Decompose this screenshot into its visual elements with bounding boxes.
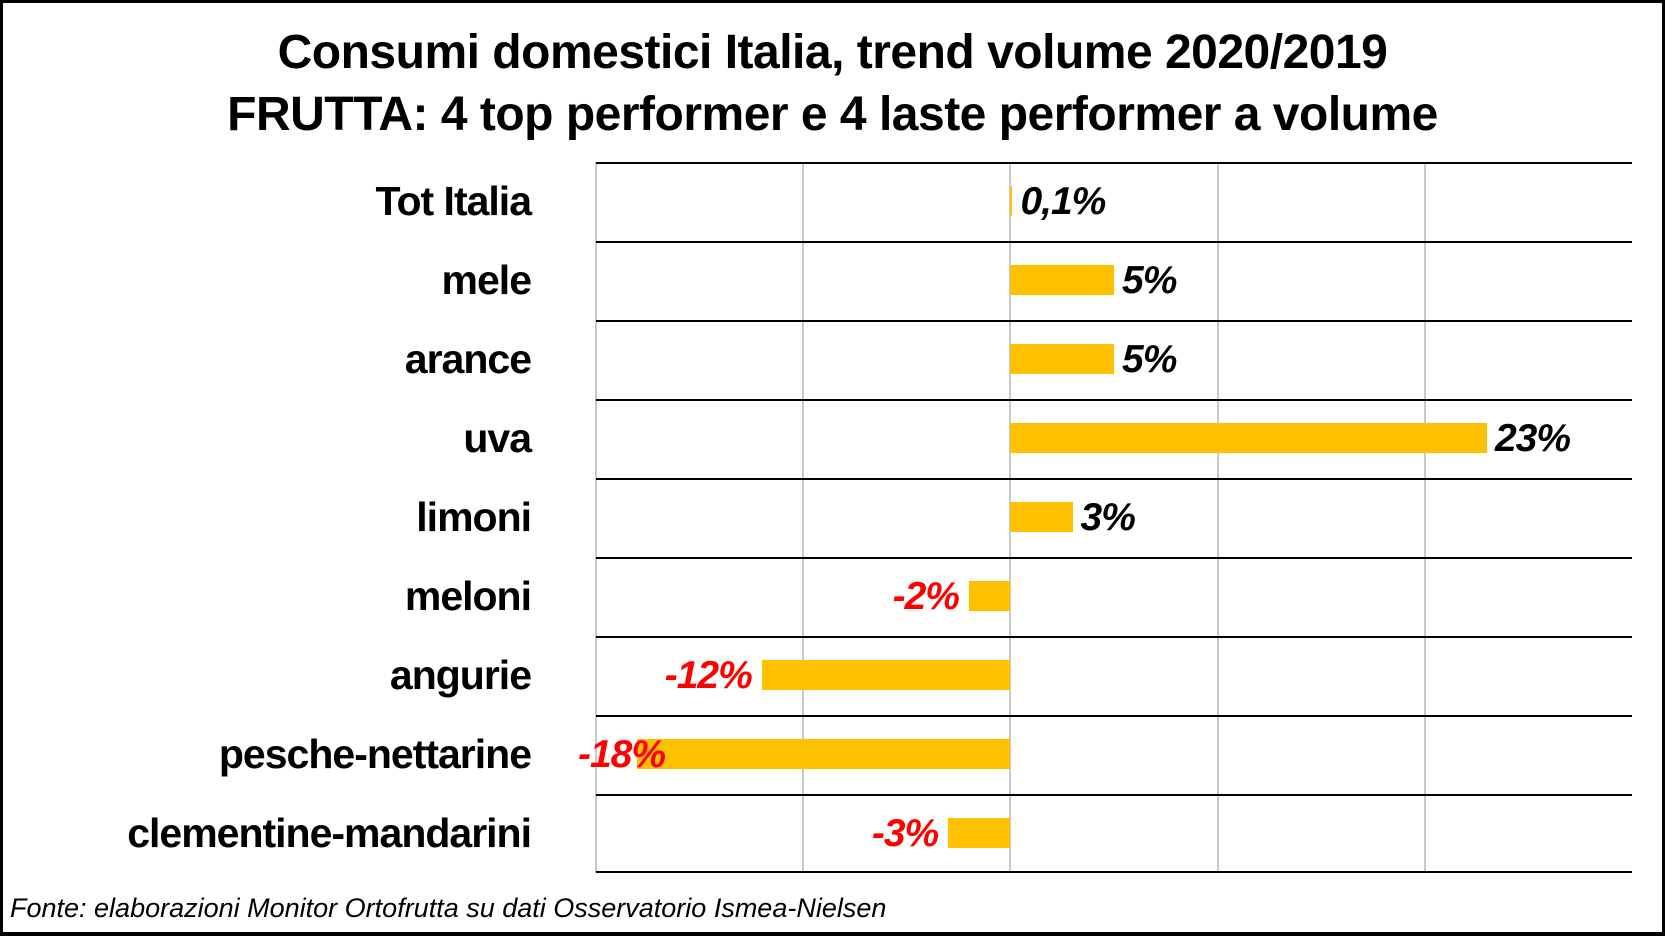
- bar: [1010, 423, 1487, 453]
- bar: [1010, 344, 1114, 374]
- chart-title-line-2: FRUTTA: 4 top performer e 4 laste perfor…: [227, 88, 1438, 141]
- plot-area: 0,1% 5% 5% 23% 3% -2% -12% -18% -3%: [578, 162, 1632, 873]
- row-divider: [596, 557, 1632, 559]
- gridline: [802, 162, 805, 873]
- category-label: mele: [441, 257, 532, 303]
- bar: [1010, 265, 1114, 295]
- row-divider: [596, 399, 1632, 401]
- row-divider: [596, 636, 1632, 638]
- bar: [1010, 502, 1073, 532]
- value-label: 3%: [1080, 495, 1136, 539]
- gridline: [1423, 162, 1426, 873]
- category-label: Tot Italia: [375, 178, 532, 224]
- bar: [761, 660, 1011, 690]
- category-labels: Tot Italia mele arance uva limoni meloni angur…: [0, 162, 532, 873]
- bar: [637, 739, 1011, 769]
- row-divider: [596, 241, 1632, 243]
- value-label: -2%: [892, 574, 960, 618]
- source-note: Fonte: elaborazioni Monitor Ortofrutta s…: [10, 893, 887, 923]
- value-label: -12%: [664, 653, 753, 697]
- gridline: [595, 162, 597, 873]
- row-divider: [596, 871, 1632, 873]
- category-label: pesche-nettarine: [218, 731, 532, 777]
- category-label: meloni: [404, 573, 532, 619]
- chart-title-line-1: Consumi domestici Italia, trend volume 2…: [277, 26, 1388, 79]
- category-label: limoni: [416, 494, 532, 540]
- row-divider: [596, 162, 1632, 164]
- category-label: uva: [463, 415, 532, 461]
- bar: [1010, 186, 1013, 216]
- value-label: -3%: [871, 811, 939, 855]
- value-label: -18%: [578, 732, 666, 776]
- value-label: 5%: [1122, 337, 1177, 381]
- row-divider: [596, 320, 1632, 322]
- row-divider: [596, 478, 1632, 480]
- category-label: clementine-mandarini: [127, 810, 532, 856]
- value-label: 0,1%: [1020, 179, 1106, 223]
- value-label: 5%: [1122, 258, 1177, 302]
- category-label: arance: [404, 336, 532, 382]
- value-label: 23%: [1494, 416, 1571, 460]
- row-divider: [596, 794, 1632, 796]
- bar: [968, 581, 1011, 611]
- bar: [948, 818, 1011, 848]
- chart-title: Consumi domestici Italia, trend volume 2…: [0, 22, 1665, 146]
- row-divider: [596, 715, 1632, 717]
- gridline: [1216, 162, 1219, 873]
- category-label: angurie: [389, 652, 532, 698]
